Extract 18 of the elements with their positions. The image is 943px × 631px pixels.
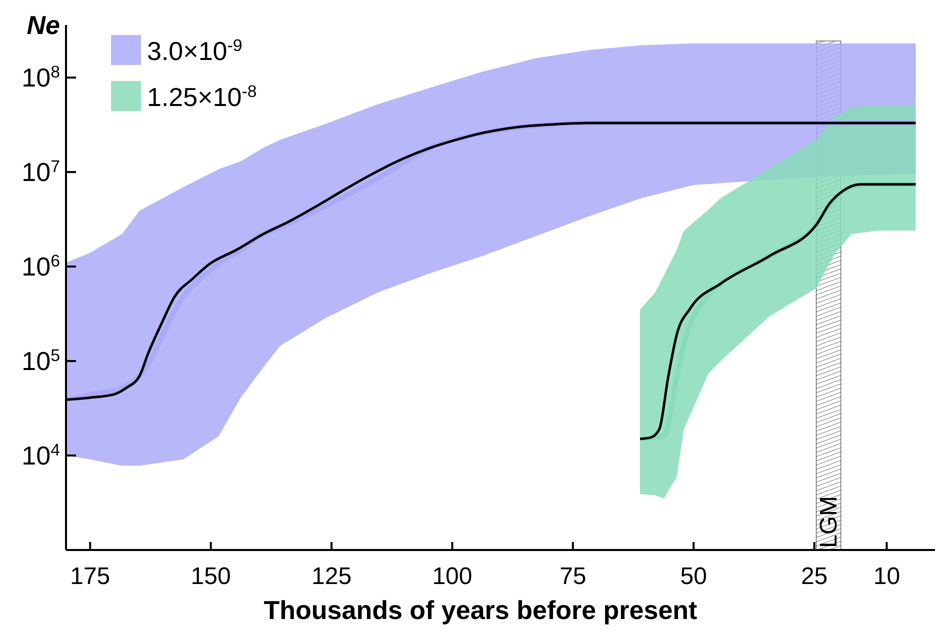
y-tick-label: 10$^{6}$ [22,251,60,282]
x-tick-label: 50 [680,563,707,590]
legend-label: 1.25×10$^{-8}$ [147,82,257,112]
x-tick-label: 75 [560,563,586,590]
x-tick-label: 150 [190,563,231,590]
x-tick-label: 125 [312,563,352,590]
y-tick-label: 10$^{7}$ [22,156,60,188]
x-tick-label: 100 [432,563,472,590]
y-axis-title: Ne [26,10,60,40]
x-axis-title: Thousands of years before present [264,595,698,625]
x-tick-label: 25 [800,563,828,590]
x-tick-label: 175 [70,563,110,590]
x-tick-label: 10 [873,563,900,590]
y-tick-label: 10$^{4}$ [22,440,60,471]
y-tick-label: 10$^{8}$ [22,62,60,93]
legend-label: 3.0×10$^{-9}$ [147,36,242,66]
y-tick-label: 10$^{5}$ [22,346,60,376]
band-label: LGM [816,496,843,548]
